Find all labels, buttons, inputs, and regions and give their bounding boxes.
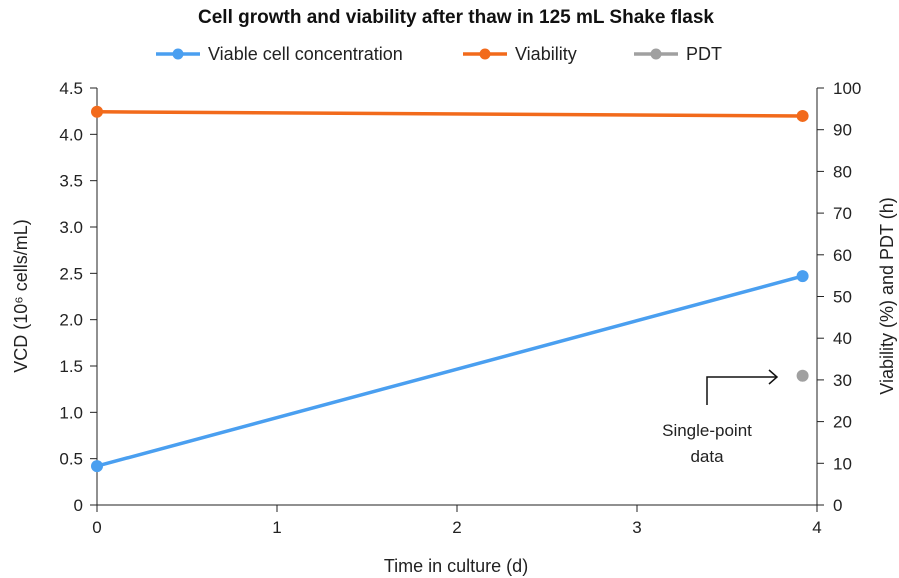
y-tick-label-right: 50 [833, 288, 852, 307]
legend-swatch-marker-viable-cell-concentration [172, 48, 184, 60]
y-tick-label-right: 10 [833, 454, 852, 473]
y-axis-label-right: Viability (%) and PDT (h) [877, 197, 897, 394]
legend-label-viability: Viability [515, 44, 577, 64]
x-tick-label: 0 [92, 518, 101, 537]
y-tick-label-right: 90 [833, 121, 852, 140]
chart-title: Cell growth and viability after thaw in … [198, 7, 714, 28]
x-tick-label: 2 [452, 518, 461, 537]
y-ticks-right: 0 10 20 30 40 50 60 70 80 90 100 [817, 79, 861, 515]
y-tick-label-left: 0.5 [59, 450, 83, 469]
data-point-viable-cell-concentration [796, 270, 809, 283]
single-point-annotation: Single-point data [662, 369, 779, 466]
data-point-viability [91, 105, 103, 118]
y-tick-label-left: 3.0 [59, 218, 83, 237]
data-point-viability [796, 109, 809, 122]
y-tick-label-right: 0 [833, 496, 842, 515]
annotation-line-2: data [690, 447, 724, 466]
series-line-viable-cell-concentration [95, 274, 805, 468]
annotation-arrowhead [768, 369, 779, 385]
x-tick-label: 4 [812, 518, 821, 537]
annotation-line-1: Single-point [662, 421, 752, 440]
y-tick-label-left: 2.0 [59, 311, 83, 330]
series-line-viability [95, 110, 805, 118]
y-tick-label-right: 80 [833, 162, 852, 181]
legend-swatch-marker-pdt [650, 48, 662, 60]
data-point-pdt [796, 369, 809, 382]
y-tick-label-right: 70 [833, 204, 852, 223]
y-tick-label-left: 4.0 [59, 125, 83, 144]
x-ticks: 0 1 2 3 4 [92, 505, 822, 537]
legend-swatch-marker-viability [479, 48, 491, 60]
y-tick-label-left: 0 [74, 496, 83, 515]
y-tick-label-right: 20 [833, 413, 852, 432]
y-tick-label-left: 3.5 [59, 172, 83, 191]
y-tick-label-right: 60 [833, 246, 852, 265]
legend: Viable cell concentration Viability PDT [156, 44, 722, 64]
y-tick-label-right: 40 [833, 329, 852, 348]
y-tick-label-left: 4.5 [59, 79, 83, 98]
x-tick-label: 3 [632, 518, 641, 537]
annotation-arrow-line [706, 376, 776, 405]
series-layer [91, 105, 809, 473]
x-tick-label: 1 [272, 518, 281, 537]
x-axis-label: Time in culture (d) [384, 556, 528, 576]
y-axis-label-left: VCD (10⁶ cells/mL) [11, 219, 31, 372]
y-ticks-left: 0 0.5 1.0 1.5 2.0 2.5 3.0 3.5 4.0 4.5 [59, 79, 97, 515]
legend-label-viable-cell-concentration: Viable cell concentration [208, 44, 403, 64]
axes [96, 88, 818, 506]
y-tick-label-right: 30 [833, 371, 852, 390]
y-tick-label-left: 1.5 [59, 357, 83, 376]
y-tick-label-left: 2.5 [59, 264, 83, 283]
legend-label-pdt: PDT [686, 44, 722, 64]
data-point-viable-cell-concentration [91, 460, 103, 473]
y-tick-label-right: 100 [833, 79, 861, 98]
y-tick-label-left: 1.0 [59, 403, 83, 422]
